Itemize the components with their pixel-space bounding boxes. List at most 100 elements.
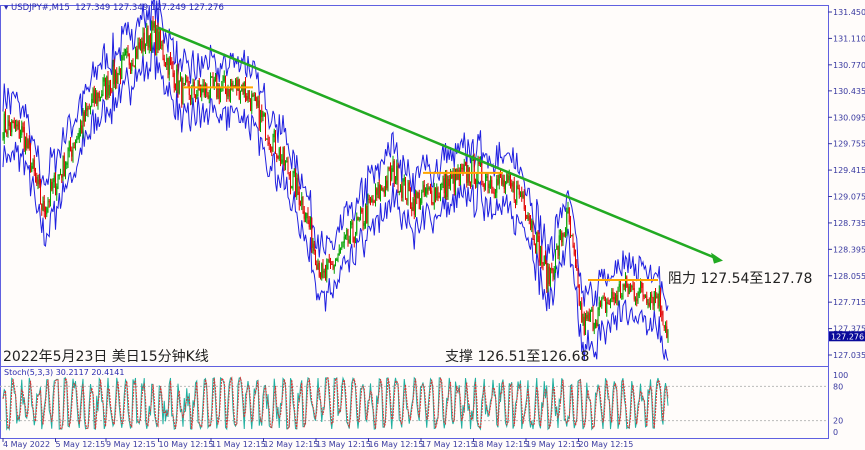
y-tick-label: 131.110 [833, 34, 865, 43]
candle-body [32, 159, 34, 167]
candle-body [176, 69, 178, 89]
candle-body [466, 165, 468, 183]
candle-body [215, 77, 216, 80]
candle-body [535, 245, 536, 251]
candle-body [357, 217, 359, 220]
candle-body [400, 185, 401, 191]
candle-body [56, 186, 58, 195]
candle-body [578, 285, 580, 306]
candle-body [198, 81, 200, 90]
candle-body [367, 198, 369, 223]
candle-body [105, 77, 106, 98]
candle-body [46, 207, 48, 215]
candle-body [551, 268, 553, 271]
candle-body [508, 175, 510, 181]
candle-body [23, 127, 25, 150]
candle-body [475, 183, 476, 185]
candle-body [33, 159, 35, 171]
candle-body [96, 92, 98, 104]
candle-body [128, 53, 130, 66]
candle-body [503, 179, 505, 189]
candle-body [311, 218, 313, 248]
candle-body [127, 50, 129, 54]
candle-body [603, 297, 605, 299]
candle-body [38, 179, 40, 185]
candle-body [356, 217, 358, 234]
candle-body [340, 248, 341, 250]
candle-body [661, 311, 663, 316]
candle-body [27, 140, 29, 148]
candle-body [478, 161, 480, 165]
candle-body [338, 248, 340, 255]
candle-body [575, 254, 576, 266]
candle-body [276, 153, 278, 158]
candle-body [213, 79, 215, 87]
candle-body [612, 291, 614, 298]
candle-body [293, 171, 295, 174]
candle-body [62, 155, 64, 178]
candle-body [302, 196, 304, 212]
candle-body [122, 55, 124, 57]
ohlc-values: 127.349 127.349 127.249 127.276 [75, 3, 224, 13]
candle-body [248, 90, 250, 100]
candle-body [87, 108, 89, 112]
candle-body [520, 192, 521, 195]
candle-body [662, 315, 664, 326]
candle-body [31, 166, 33, 172]
y-tick-label: 130.095 [833, 113, 865, 122]
candle-body [88, 108, 90, 110]
candle-body [125, 52, 126, 55]
candle-body [408, 182, 410, 192]
candle-body [315, 251, 316, 265]
candle-body [228, 89, 230, 97]
x-tick-label: 12 May 12:15 [264, 440, 319, 449]
y-tick-label: 128.395 [833, 245, 865, 254]
candle-body [541, 247, 543, 264]
candle-body [267, 138, 269, 143]
candle-body [518, 188, 520, 195]
candle-body [577, 268, 579, 286]
stoch-tick-label: 0 [833, 428, 838, 437]
candle-body [490, 179, 491, 184]
candle-body [623, 284, 625, 287]
candle-body [652, 297, 654, 306]
stoch-panel-frame [0, 366, 829, 439]
candle-body [335, 260, 336, 266]
candle-body [351, 222, 353, 225]
candle-body [295, 171, 296, 197]
candle-body [210, 76, 211, 96]
candle-body [256, 97, 258, 106]
candle-body [532, 220, 534, 239]
candle-body [106, 76, 108, 98]
candle-body [507, 174, 509, 181]
candle-body [326, 264, 328, 278]
symbol: USDJPY#,M15 [10, 3, 70, 13]
candle-body [67, 151, 69, 163]
candle-body [348, 239, 350, 243]
candle-body [417, 192, 419, 198]
candle-body [305, 218, 306, 220]
candle-body [130, 65, 131, 71]
candle-body [3, 113, 5, 139]
candle-body [53, 175, 55, 183]
candle-body [110, 84, 111, 91]
candle-body [616, 295, 618, 301]
candle-body [303, 211, 305, 219]
candle-body [217, 85, 219, 98]
candle-body [102, 81, 104, 95]
candle-body [527, 215, 529, 219]
y-tick-label: 130.770 [833, 61, 865, 70]
candle-body [585, 314, 586, 335]
candle-body [608, 303, 610, 305]
candle-body [436, 187, 438, 199]
candle-body [290, 176, 291, 189]
candle-body [443, 178, 445, 194]
x-tick-label: 16 May 12:15 [369, 440, 424, 449]
candle-body [331, 263, 333, 265]
candle-body [471, 159, 473, 183]
candle-body [37, 179, 39, 184]
candle-body [231, 83, 233, 87]
candle-body [162, 44, 164, 59]
y-tick-label: 131.450 [833, 8, 865, 17]
